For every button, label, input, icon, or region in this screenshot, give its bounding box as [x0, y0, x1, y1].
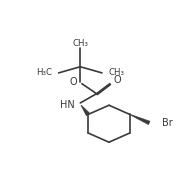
Polygon shape	[130, 114, 150, 125]
Text: O: O	[70, 77, 77, 87]
Text: H₃C: H₃C	[36, 68, 52, 77]
Text: O: O	[114, 75, 121, 85]
Polygon shape	[81, 105, 90, 116]
Text: HN: HN	[60, 100, 75, 110]
Text: CH₃: CH₃	[72, 39, 88, 48]
Text: Br: Br	[162, 118, 173, 128]
Text: CH₃: CH₃	[108, 68, 124, 77]
